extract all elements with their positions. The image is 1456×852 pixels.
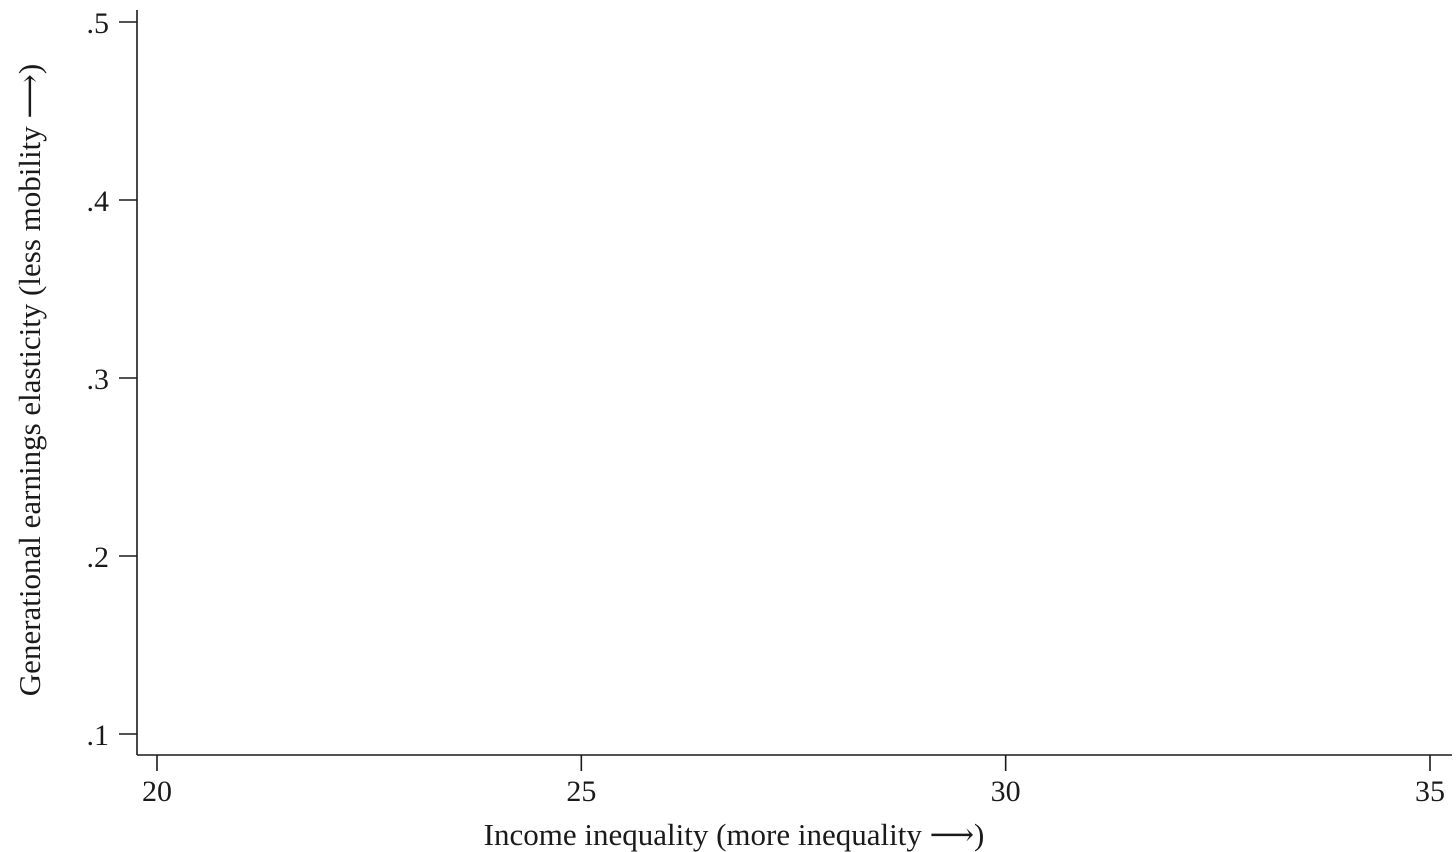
x-axis-title: Income inequality (more inequality ⟶) [484,817,985,852]
y-tick-label: .1 [87,719,110,752]
y-tick-label: .5 [87,7,110,40]
x-tick-label: 35 [1415,775,1445,808]
y-tick-label: .4 [87,185,110,218]
x-ticks: 20 25 30 35 [142,755,1445,808]
plot-area: .1 .2 .3 .4 .5 20 25 30 35 [87,7,1452,808]
y-ticks: .1 .2 .3 .4 .5 [87,7,137,752]
y-tick-label: .2 [87,541,110,574]
x-tick-label: 20 [142,775,172,808]
y-axis-title: Generational earnings elasticity (less m… [12,64,47,696]
x-tick-label: 30 [991,775,1021,808]
x-tick-label: 25 [566,775,596,808]
y-tick-label: .3 [87,363,110,396]
